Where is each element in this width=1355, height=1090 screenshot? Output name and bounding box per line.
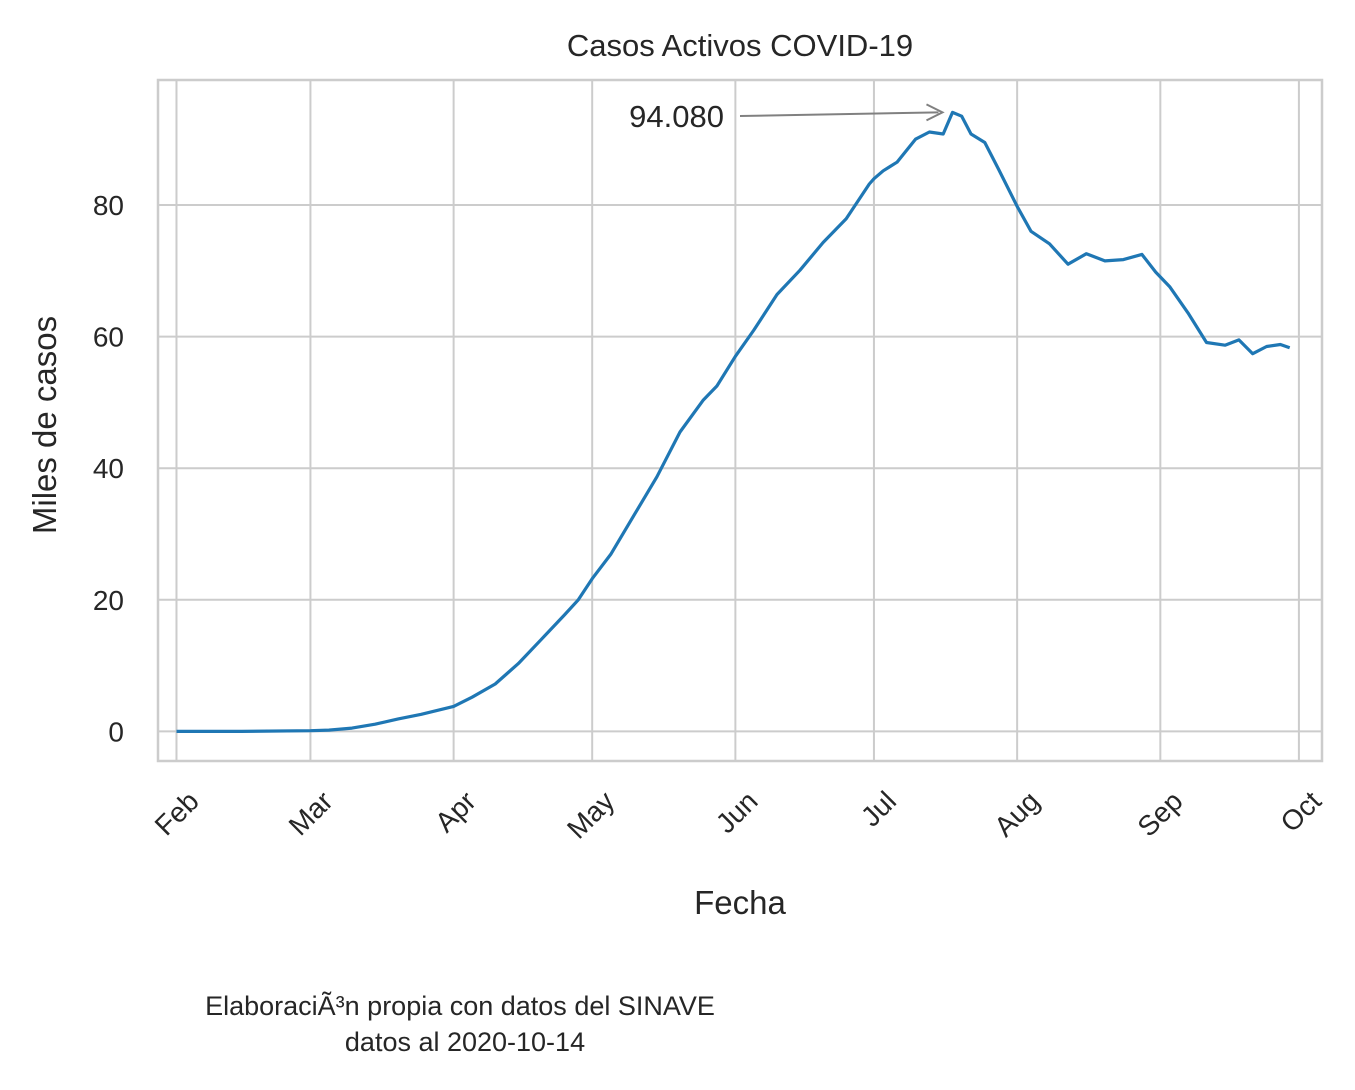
- x-tick-label: Apr: [429, 785, 482, 838]
- grid: [158, 80, 1322, 761]
- chart-title: Casos Activos COVID-19: [567, 28, 913, 63]
- series-line: [176, 110, 1291, 734]
- y-tick-label: 80: [93, 190, 124, 221]
- annotation: 94.080: [629, 99, 945, 134]
- x-tick-label: Aug: [988, 785, 1045, 842]
- y-axis-label: Miles de casos: [26, 316, 63, 534]
- y-tick-label: 0: [108, 716, 124, 747]
- x-tick-label: Sep: [1131, 785, 1188, 842]
- annotation-arrow: [739, 111, 939, 117]
- tick-labels: Feb Mar Apr May Jun Jul Aug Sep Oct 0 20 40 60 80: [93, 190, 1327, 845]
- caption-date: datos al 2020-10-14: [344, 1027, 586, 1057]
- x-tick-label: Jun: [710, 785, 764, 839]
- y-tick-label: 60: [93, 322, 124, 353]
- y-tick-label: 20: [93, 585, 124, 616]
- x-tick-label: Jul: [855, 785, 902, 832]
- caption-source: ElaboraciÃ³n propia con datos del SINAVE: [205, 991, 715, 1021]
- x-tick-label: Mar: [283, 785, 339, 841]
- series-layer: [176, 110, 1291, 734]
- x-tick-label: Oct: [1274, 785, 1327, 838]
- x-axis-label: Fecha: [694, 884, 786, 921]
- y-tick-label: 40: [93, 453, 124, 484]
- axes: [156, 78, 1324, 763]
- x-tick-label: May: [561, 785, 620, 844]
- annotation-label: 94.080: [629, 99, 724, 134]
- annotation-arrowhead: [926, 103, 945, 122]
- x-tick-label: Feb: [149, 785, 205, 841]
- plot-frame: [156, 78, 1324, 763]
